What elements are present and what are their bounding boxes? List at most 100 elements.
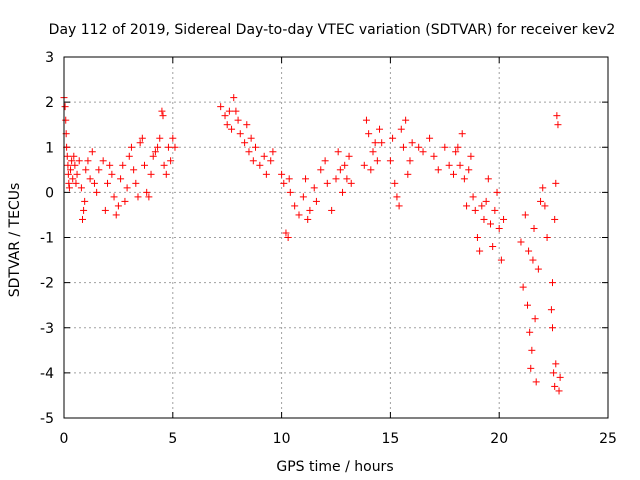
data-point xyxy=(460,175,468,183)
data-point xyxy=(95,166,103,174)
data-point xyxy=(391,179,399,187)
data-point xyxy=(160,161,168,169)
data-point xyxy=(456,161,464,169)
data-point xyxy=(528,346,536,354)
y-axis-label: SDTVAR / TECUs xyxy=(7,183,23,298)
data-point xyxy=(147,170,155,178)
y-tick-label: -3 xyxy=(40,321,54,337)
data-point xyxy=(547,306,555,314)
y-tick-label: 1 xyxy=(45,140,54,156)
data-point xyxy=(171,143,179,151)
data-point xyxy=(482,197,490,205)
data-point xyxy=(82,166,90,174)
data-point xyxy=(526,328,534,336)
data-point xyxy=(70,152,78,160)
data-point xyxy=(247,134,255,142)
data-point xyxy=(143,188,151,196)
data-point xyxy=(541,202,549,210)
data-point xyxy=(119,161,127,169)
data-point xyxy=(64,170,72,178)
data-point xyxy=(549,324,557,332)
data-point xyxy=(430,152,438,160)
data-point xyxy=(88,148,96,156)
data-point xyxy=(304,215,312,223)
data-point xyxy=(260,152,268,160)
data-point xyxy=(123,184,131,192)
data-point xyxy=(471,206,479,214)
data-point xyxy=(243,121,251,129)
data-point xyxy=(441,143,449,151)
y-tick-label: 0 xyxy=(45,185,54,201)
data-point xyxy=(343,175,351,183)
data-point xyxy=(291,202,299,210)
data-point xyxy=(525,247,533,255)
data-point xyxy=(164,143,172,151)
data-point xyxy=(341,161,349,169)
data-point xyxy=(476,247,484,255)
data-point xyxy=(302,175,310,183)
data-point xyxy=(550,369,558,377)
data-point xyxy=(158,107,166,115)
data-point xyxy=(397,125,405,133)
data-points xyxy=(60,94,564,395)
data-point xyxy=(426,134,434,142)
plot-frame xyxy=(63,56,609,419)
data-point xyxy=(156,134,164,142)
data-point xyxy=(371,139,379,147)
data-point xyxy=(167,157,175,165)
data-point xyxy=(549,279,557,287)
data-point xyxy=(225,107,233,115)
data-point xyxy=(486,220,494,228)
data-point xyxy=(419,148,427,156)
data-point xyxy=(458,130,466,138)
data-point xyxy=(73,170,81,178)
data-point xyxy=(117,175,125,183)
data-point xyxy=(369,148,377,156)
data-point xyxy=(306,206,314,214)
axis-ticks: 0 5 10 15 20 25 -5 -4 -3 -2 -1 0 1 2 3 xyxy=(40,50,617,447)
data-point xyxy=(81,197,89,205)
data-point xyxy=(132,179,140,187)
data-point xyxy=(497,256,505,264)
data-point xyxy=(555,387,563,395)
data-point xyxy=(334,148,342,156)
data-point xyxy=(531,315,539,323)
data-point xyxy=(67,166,75,174)
x-tick-label: 20 xyxy=(490,431,508,447)
data-point xyxy=(408,139,416,147)
data-point xyxy=(393,193,401,201)
data-point xyxy=(101,206,109,214)
data-point xyxy=(232,107,240,115)
data-point xyxy=(332,175,340,183)
data-point xyxy=(62,116,70,124)
data-point xyxy=(99,157,107,165)
data-point xyxy=(489,243,497,251)
data-point xyxy=(347,179,355,187)
data-point xyxy=(69,175,77,183)
data-point xyxy=(223,121,231,129)
data-point xyxy=(159,112,167,120)
data-point xyxy=(339,188,347,196)
x-tick-label: 5 xyxy=(168,431,177,447)
data-point xyxy=(106,161,114,169)
data-point xyxy=(523,301,531,309)
data-point xyxy=(93,188,101,196)
data-point xyxy=(280,179,288,187)
x-tick-label: 0 xyxy=(60,431,69,447)
data-point xyxy=(399,143,407,151)
data-point xyxy=(236,130,244,138)
data-point xyxy=(284,234,292,241)
data-point xyxy=(321,157,329,165)
x-tick-label: 25 xyxy=(599,431,617,447)
data-point xyxy=(328,206,336,214)
data-point xyxy=(151,148,159,156)
data-point xyxy=(138,134,146,142)
data-point xyxy=(389,134,397,142)
data-point xyxy=(108,170,116,178)
data-point xyxy=(267,157,275,165)
data-point xyxy=(299,193,307,201)
data-point xyxy=(72,179,80,187)
data-point xyxy=(64,161,72,169)
y-tick-label: -5 xyxy=(40,411,54,427)
data-point xyxy=(61,103,69,111)
